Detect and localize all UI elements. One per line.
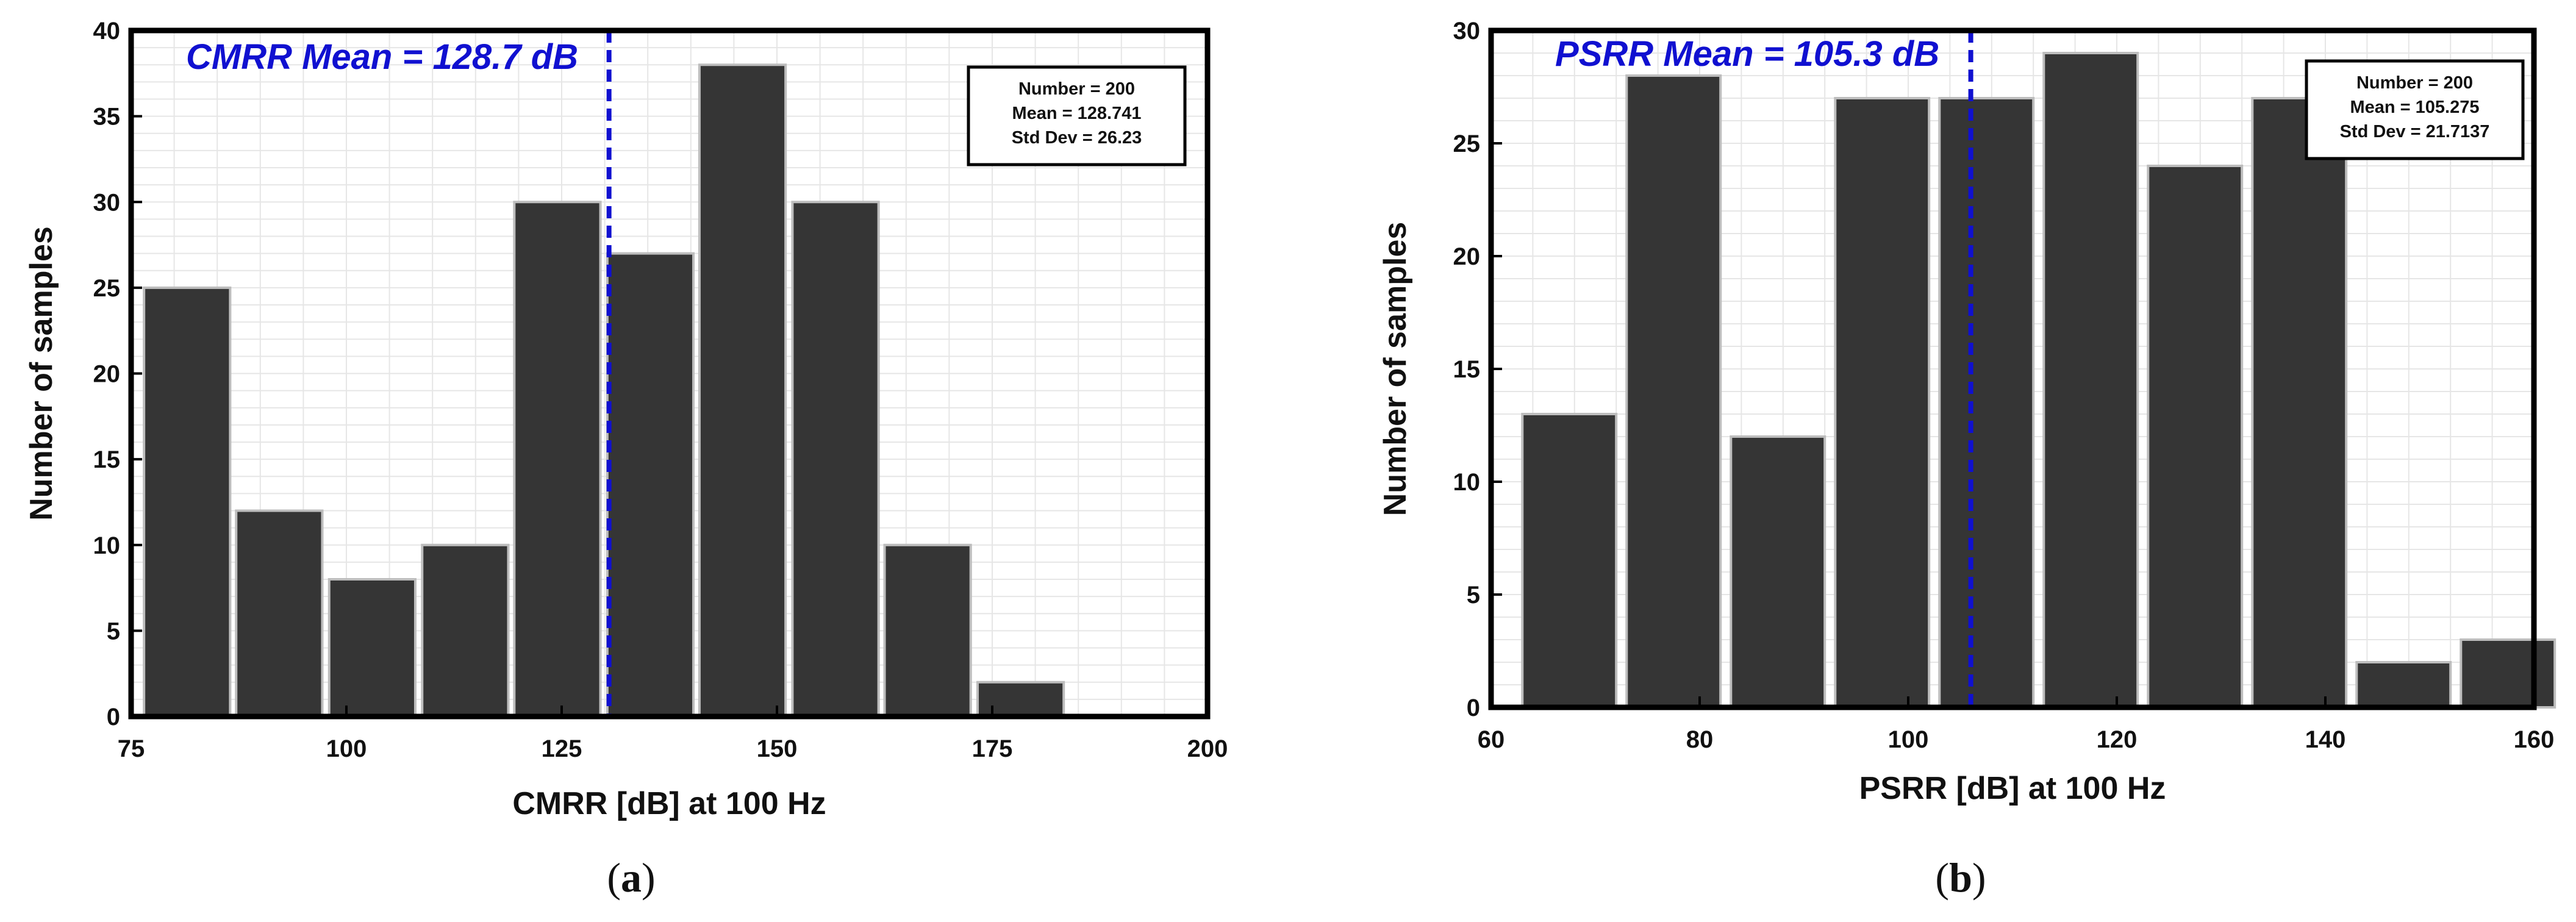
- x-tick-label: 150: [757, 735, 798, 762]
- y-tick-label: 5: [107, 618, 120, 645]
- histogram-bar: [791, 201, 880, 718]
- tick-labels: 60 80 100 120 140 160 0 5 10 15 20 25 30: [1453, 18, 2555, 753]
- x-tick-label: 100: [326, 735, 367, 762]
- stats-line: Mean = 128.741: [1012, 104, 1141, 123]
- stats-line: Number = 200: [1018, 79, 1135, 99]
- stats-box: Number = 200 Mean = 128.741 Std Dev = 26.2…: [967, 65, 1187, 166]
- y-tick-label: 10: [1453, 469, 1481, 496]
- mean-label: PSRR Mean = 105.3 dB: [1555, 34, 1939, 74]
- y-tick-label: 40: [93, 18, 121, 45]
- x-axis-label: CMRR [dB] at 100 Hz: [512, 786, 826, 821]
- stats-box-frame: [2305, 59, 2525, 160]
- stats-box: Number = 200 Mean = 105.275 Std Dev = 21.7…: [2305, 59, 2525, 160]
- y-axis-label: Number of samples: [24, 226, 59, 521]
- mean-label: CMRR Mean = 128.7 dB: [186, 37, 578, 77]
- histogram-bar: [976, 681, 1065, 718]
- histogram-bar: [513, 201, 602, 718]
- stats-line: Std Dev = 21.7137: [2340, 122, 2490, 141]
- x-tick-label: 175: [972, 735, 1013, 762]
- panel-label: (b): [1935, 854, 1986, 901]
- x-tick-label: 125: [542, 735, 582, 762]
- histogram-bar: [2147, 165, 2244, 709]
- histogram-bar: [421, 543, 510, 718]
- stats-line: Number = 200: [2356, 73, 2473, 93]
- histogram-bars: [143, 63, 1065, 718]
- stats-line: Std Dev = 26.23: [1012, 128, 1142, 148]
- stats-box-frame: [967, 65, 1187, 166]
- x-tick-label: 140: [2305, 726, 2346, 753]
- histogram-bar: [1625, 74, 1722, 709]
- x-tick-label: 60: [1478, 726, 1505, 753]
- y-tick-label: 0: [107, 704, 120, 731]
- y-tick-label: 10: [93, 532, 121, 559]
- y-tick-label: 5: [1467, 582, 1480, 609]
- x-tick-label: 120: [2097, 726, 2138, 753]
- histogram-bar: [2042, 52, 2139, 709]
- x-tick-label: 100: [1888, 726, 1929, 753]
- histogram-bar: [2460, 638, 2556, 709]
- y-tick-label: 30: [93, 189, 121, 216]
- x-tick-label: 160: [2514, 726, 2555, 753]
- histogram-bar: [883, 543, 972, 718]
- x-tick-label: 75: [118, 735, 145, 762]
- y-tick-label: 30: [1453, 18, 1481, 45]
- histogram-bars: [1521, 52, 2556, 709]
- y-axis-label: Number of samples: [1378, 222, 1413, 516]
- histogram-bar: [1938, 97, 2035, 709]
- histogram-bar: [606, 252, 695, 718]
- histogram-bar: [2251, 97, 2348, 709]
- x-tick-label: 80: [1686, 726, 1714, 753]
- stats-line: Mean = 105.275: [2350, 98, 2479, 117]
- histogram-bar: [2355, 661, 2452, 709]
- histogram-bar: [698, 63, 787, 718]
- chart-psrr-histogram: 60 80 100 120 140 160 0 5 10 15 20 25 30 PSRR [dB] at…: [1378, 18, 2556, 901]
- y-tick-label: 25: [93, 275, 121, 302]
- panel-label: (a): [607, 854, 655, 901]
- chart-cmrr-histogram: 75 100 125 150 175 200 0 5 10 15 20 25 30 35 40 CMRR [d…: [24, 18, 1228, 901]
- histogram-bar: [327, 578, 417, 718]
- y-tick-label: 25: [1453, 130, 1481, 157]
- histogram-bar: [1834, 97, 1931, 709]
- histogram-bar: [1521, 413, 1618, 709]
- x-tick-label: 200: [1187, 735, 1228, 762]
- y-tick-label: 20: [1453, 243, 1481, 270]
- y-tick-label: 15: [1453, 356, 1481, 383]
- histogram-bar: [235, 509, 324, 718]
- panel-letter: a: [621, 854, 642, 901]
- y-tick-label: 20: [93, 361, 121, 388]
- histogram-bar: [1730, 435, 1826, 709]
- histogram-bar: [143, 286, 232, 718]
- y-tick-label: 35: [93, 104, 121, 130]
- x-axis-label: PSRR [dB] at 100 Hz: [1859, 771, 2166, 806]
- y-tick-label: 0: [1467, 695, 1480, 721]
- tick-labels: 75 100 125 150 175 200 0 5 10 15 20 25 30 35 40: [93, 18, 1228, 762]
- y-tick-label: 15: [93, 446, 121, 473]
- panel-letter: b: [1949, 854, 1972, 901]
